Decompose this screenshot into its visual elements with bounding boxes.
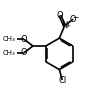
Text: Cl: Cl — [58, 75, 66, 85]
Text: CH₃: CH₃ — [3, 50, 15, 56]
Text: CH₃: CH₃ — [3, 36, 15, 42]
Text: +: + — [66, 23, 71, 28]
Text: O: O — [70, 15, 76, 24]
Text: N: N — [61, 21, 68, 30]
Text: O: O — [56, 11, 63, 20]
Text: O: O — [21, 35, 27, 44]
Text: −: − — [73, 13, 79, 22]
Text: O: O — [21, 48, 27, 57]
